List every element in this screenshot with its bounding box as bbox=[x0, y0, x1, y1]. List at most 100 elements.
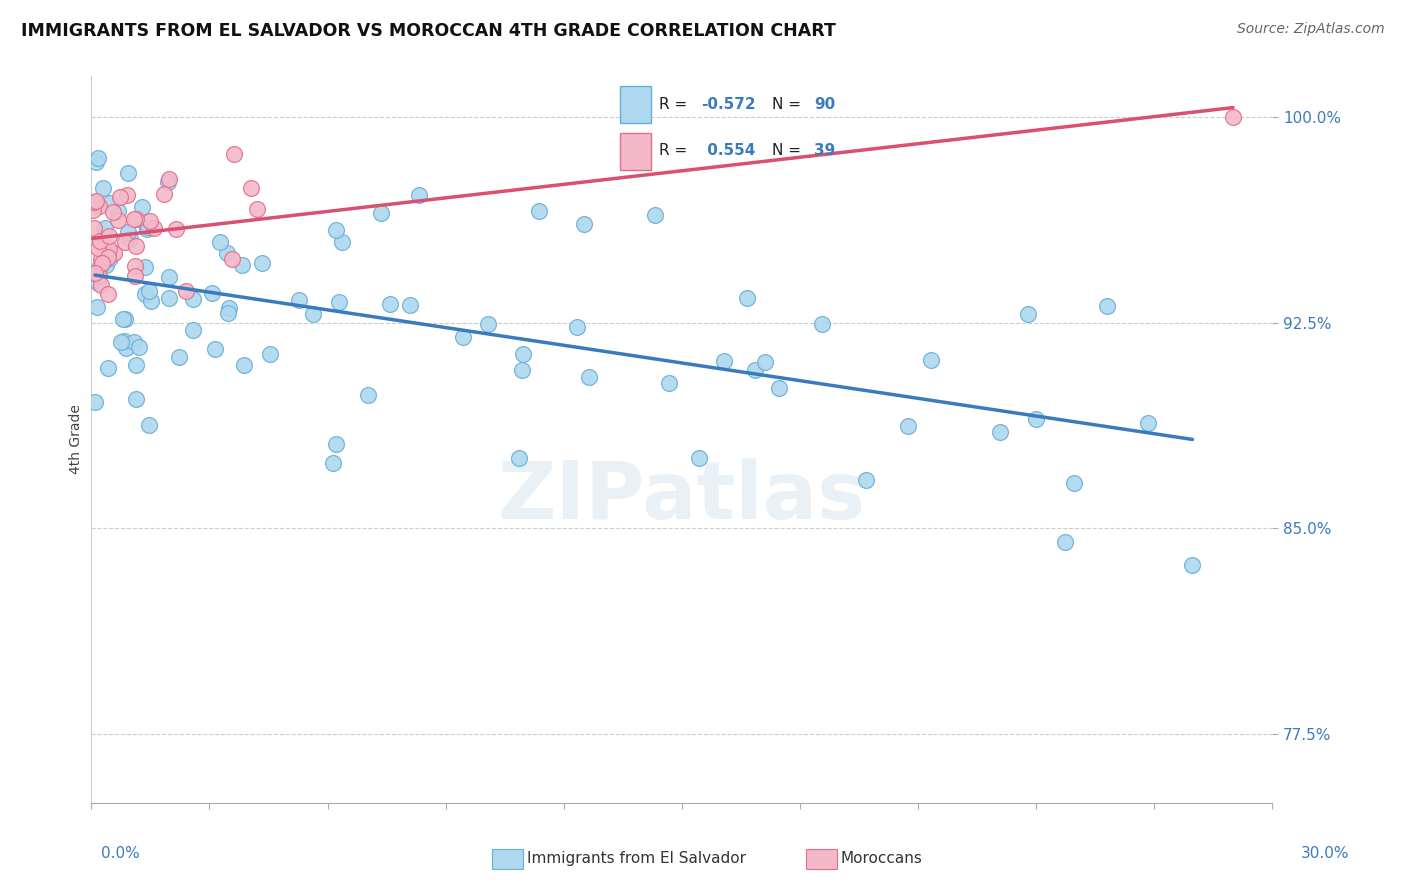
Point bbox=[83, 194, 105, 209]
Point bbox=[128, 340, 150, 354]
Point bbox=[134, 260, 156, 274]
Point bbox=[221, 252, 243, 266]
Point bbox=[165, 222, 187, 236]
Point bbox=[89, 199, 111, 213]
Point bbox=[250, 256, 273, 270]
Point bbox=[920, 352, 942, 367]
Point bbox=[136, 220, 159, 235]
Point bbox=[125, 358, 148, 372]
Bar bbox=[620, 87, 651, 123]
Point bbox=[100, 195, 122, 210]
Point bbox=[125, 392, 148, 407]
Point bbox=[508, 450, 530, 465]
Point bbox=[91, 237, 114, 252]
Point bbox=[112, 334, 135, 349]
Point bbox=[408, 188, 430, 202]
Point bbox=[125, 211, 148, 226]
Point bbox=[1222, 110, 1244, 124]
Point bbox=[215, 245, 238, 260]
Bar bbox=[620, 133, 651, 170]
Point bbox=[768, 381, 790, 395]
Point bbox=[122, 211, 145, 226]
Point bbox=[896, 418, 918, 433]
Point bbox=[101, 205, 124, 219]
Point bbox=[233, 358, 256, 372]
Point bbox=[86, 300, 108, 314]
Text: 30.0%: 30.0% bbox=[1302, 846, 1350, 861]
Point bbox=[138, 417, 160, 432]
Point bbox=[855, 473, 877, 487]
Point bbox=[181, 292, 204, 306]
Point bbox=[117, 226, 139, 240]
Point bbox=[97, 250, 120, 264]
Point bbox=[124, 335, 146, 350]
Point bbox=[567, 319, 589, 334]
Point bbox=[90, 278, 112, 293]
Point bbox=[97, 360, 120, 375]
Point bbox=[111, 311, 134, 326]
Point bbox=[120, 231, 142, 245]
Text: ZIPatlas: ZIPatlas bbox=[498, 458, 866, 536]
Point bbox=[574, 217, 596, 231]
Point bbox=[103, 246, 125, 260]
Point bbox=[117, 166, 139, 180]
Point bbox=[744, 363, 766, 377]
Text: N =: N = bbox=[772, 144, 806, 158]
Point bbox=[96, 258, 118, 272]
Point bbox=[259, 347, 281, 361]
Point bbox=[370, 205, 392, 219]
Point bbox=[115, 188, 138, 202]
Y-axis label: 4th Grade: 4th Grade bbox=[69, 404, 83, 475]
Point bbox=[510, 363, 533, 377]
Point bbox=[1136, 416, 1159, 430]
Point bbox=[97, 287, 120, 301]
Point bbox=[138, 284, 160, 298]
Point bbox=[86, 155, 108, 169]
Point bbox=[167, 351, 190, 365]
Point bbox=[159, 172, 181, 186]
Point bbox=[988, 425, 1011, 439]
Point bbox=[810, 317, 832, 331]
Point bbox=[1053, 535, 1076, 549]
Point bbox=[1017, 307, 1039, 321]
Point bbox=[157, 270, 180, 285]
Point bbox=[222, 147, 245, 161]
Point bbox=[107, 213, 129, 227]
Text: 0.0%: 0.0% bbox=[101, 846, 141, 861]
Text: 90: 90 bbox=[814, 97, 835, 112]
Point bbox=[134, 287, 156, 301]
Point bbox=[204, 342, 226, 356]
Point bbox=[1095, 299, 1118, 313]
Point bbox=[115, 341, 138, 355]
Point bbox=[157, 175, 180, 189]
Point bbox=[87, 241, 110, 255]
Point bbox=[82, 203, 104, 218]
Text: 39: 39 bbox=[814, 144, 835, 158]
Point bbox=[108, 189, 131, 203]
Point bbox=[1025, 412, 1047, 426]
Point bbox=[218, 301, 240, 315]
Point bbox=[136, 221, 159, 235]
Point bbox=[231, 258, 253, 272]
Point bbox=[217, 306, 239, 320]
Point bbox=[512, 347, 534, 361]
Point bbox=[357, 388, 380, 402]
Point bbox=[138, 214, 160, 228]
Point bbox=[91, 180, 114, 194]
Point bbox=[124, 239, 146, 253]
Point bbox=[325, 223, 347, 237]
Point bbox=[754, 355, 776, 369]
Point bbox=[157, 291, 180, 305]
Point bbox=[451, 329, 474, 343]
Text: N =: N = bbox=[772, 97, 806, 112]
Point bbox=[322, 456, 344, 470]
Point bbox=[328, 294, 350, 309]
Text: R =: R = bbox=[659, 144, 693, 158]
Point bbox=[94, 220, 117, 235]
Point bbox=[97, 228, 120, 243]
Point bbox=[97, 242, 120, 256]
Point bbox=[114, 235, 136, 249]
Text: IMMIGRANTS FROM EL SALVADOR VS MOROCCAN 4TH GRADE CORRELATION CHART: IMMIGRANTS FROM EL SALVADOR VS MOROCCAN … bbox=[21, 22, 837, 40]
Point bbox=[139, 293, 162, 308]
Point bbox=[89, 259, 111, 273]
